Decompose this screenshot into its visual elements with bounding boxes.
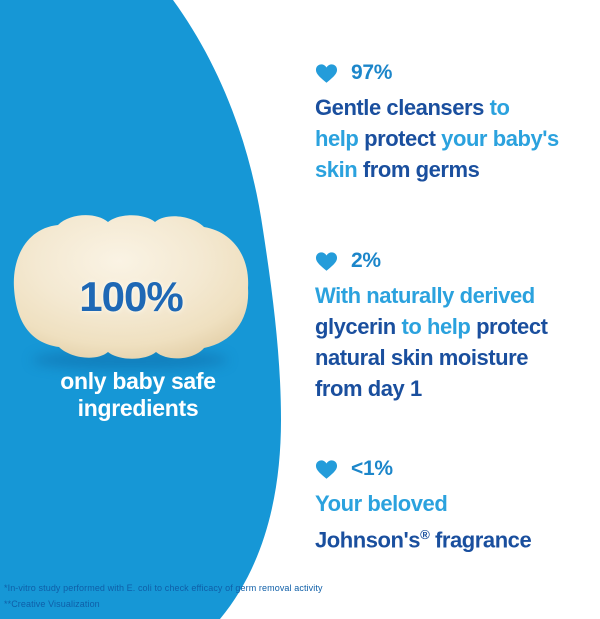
percent-value: <1% [351,457,393,480]
soap-caption-line: ingredients [77,395,199,421]
text-segment: natural skin moisture [315,345,529,370]
text-segment: from germs [362,157,480,182]
text-segment: to help [401,314,477,339]
heart-icon [315,63,338,83]
benefit-line: Your beloved [315,488,595,519]
text-segment: to [489,95,510,120]
text-segment: Your beloved [315,491,448,516]
heart-icon [315,459,338,479]
benefit-section-fragrance: <1% Your beloved Johnson's® fragrance [315,456,595,555]
soap-caption: only baby safe ingredients [12,368,264,422]
percent-value: 97% [351,61,393,84]
text-segment: protect [364,126,442,151]
benefit-line: Johnson's® fragrance [315,519,595,555]
soap-bar-shape [13,215,249,359]
percent-row: 97% [315,60,595,86]
benefit-section-cleansers: 97% Gentle cleansers to help protect your… [315,60,595,185]
benefit-line: natural skin moisture [315,342,595,373]
benefit-line: from day 1 [315,373,595,404]
soap-bar: 100% [8,209,254,367]
text-segment: your baby's [441,126,559,151]
soap-caption-line: only baby safe [60,368,216,394]
footnotes: *In-vitro study performed with E. coli t… [4,580,424,612]
percent-value: 2% [351,249,381,272]
text-segment: protect [476,314,548,339]
text-segment: ® [420,527,430,542]
text-segment: from day 1 [315,376,422,401]
benefit-line: With naturally derived [315,280,595,311]
text-segment: Johnson's [315,527,421,553]
benefit-text: Your beloved Johnson's® fragrance [315,488,595,555]
footnote-line: *In-vitro study performed with E. coli t… [4,583,323,593]
percent-row: <1% [315,456,595,482]
heart-icon [315,251,338,271]
benefit-text: With naturally derived glycerin to help p… [315,280,595,404]
text-segment: help [315,126,365,151]
text-segment: Gentle cleansers [315,95,490,120]
text-segment: skin [315,157,363,182]
benefit-line: Gentle cleansers to [315,92,595,123]
soap-percentage-label: 100% [79,273,183,320]
text-segment: glycerin [315,314,402,339]
footnote-line: **Creative Visualization [4,599,100,609]
text-segment: fragrance [429,527,532,553]
benefit-line: skin from germs [315,154,595,185]
text-segment: With naturally derived [315,283,535,308]
percent-row: 2% [315,248,595,274]
benefit-line: glycerin to help protect [315,311,595,342]
benefit-section-glycerin: 2% With naturally derived glycerin to hel… [315,248,595,404]
benefit-text: Gentle cleansers to help protect your bab… [315,92,595,185]
benefit-line: help protect your baby's [315,123,595,154]
